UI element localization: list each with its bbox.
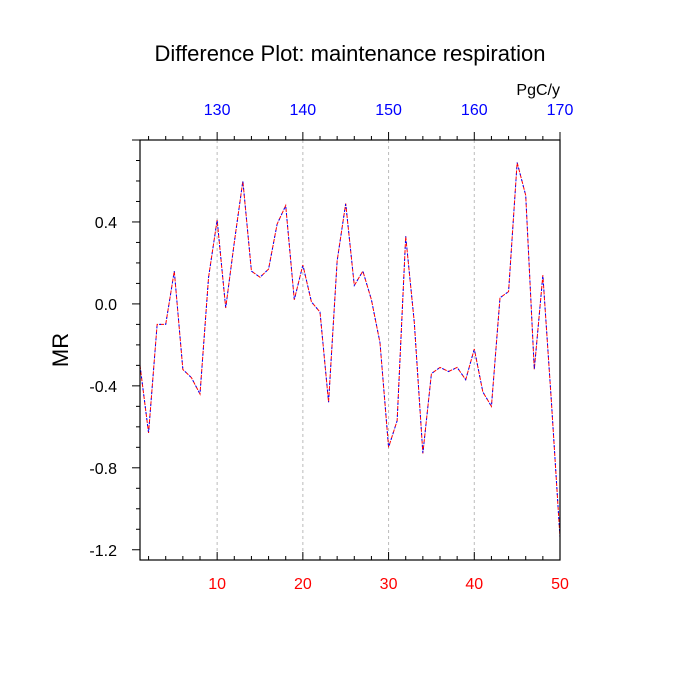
x-tick-label-bottom: 30 bbox=[380, 576, 398, 593]
x-tick-label-top: 140 bbox=[290, 102, 317, 119]
x-tick-label-top: 150 bbox=[375, 102, 402, 119]
series-layer bbox=[139, 162, 561, 538]
x-tick-label-bottom: 10 bbox=[208, 576, 226, 593]
x-tick-label-top: 130 bbox=[204, 102, 231, 119]
top-axis-units: PgC/y bbox=[516, 82, 560, 99]
x-tick-label-top: 170 bbox=[547, 102, 574, 119]
x-tick-label-bottom: 50 bbox=[551, 576, 569, 593]
series-line-difference bbox=[139, 162, 561, 538]
y-tick-label: 0.4 bbox=[95, 215, 117, 232]
x-tick-label-top: 160 bbox=[461, 102, 488, 119]
x-tick-label-bottom: 40 bbox=[465, 576, 483, 593]
y-tick-label: -0.8 bbox=[89, 461, 117, 478]
y-tick-label: -1.2 bbox=[89, 543, 117, 560]
tick-label-layer: 10 20 30 40 50 130 140 150 160 170 0.4 0.0 -0.4 -0.8 -… bbox=[89, 102, 573, 593]
tick-layer bbox=[132, 132, 561, 560]
y-axis-label: MR bbox=[48, 333, 73, 367]
chart-title: Difference Plot: maintenance respiration bbox=[155, 41, 546, 66]
y-tick-label: 0.0 bbox=[95, 297, 117, 314]
y-tick-label: -0.4 bbox=[89, 379, 117, 396]
series-line-difference-overlay bbox=[139, 162, 561, 538]
grid-layer bbox=[216, 140, 475, 560]
x-tick-label-bottom: 20 bbox=[294, 576, 312, 593]
plot-frame bbox=[139, 139, 561, 561]
